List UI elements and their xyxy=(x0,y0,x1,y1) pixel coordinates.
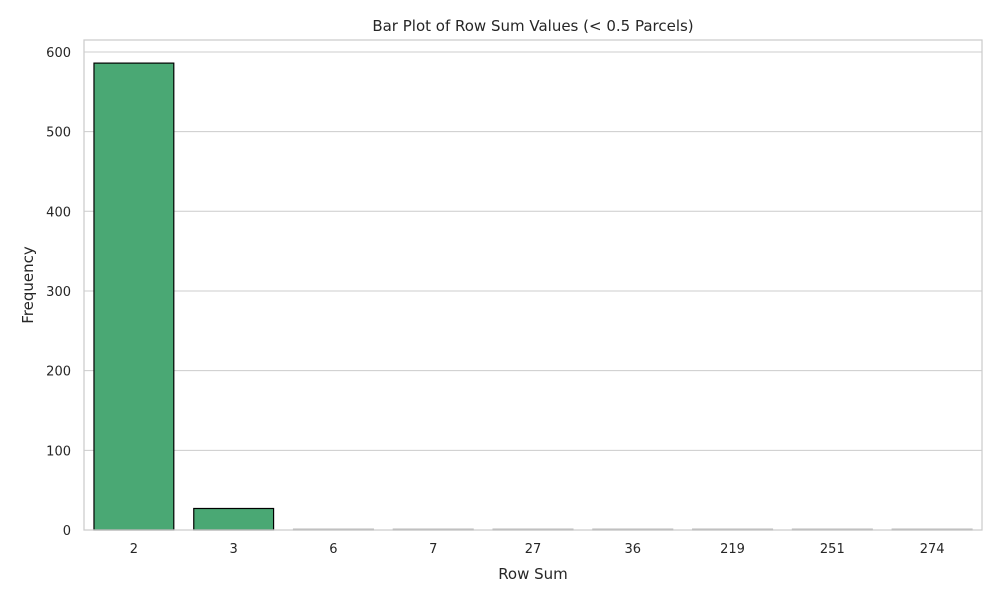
x-axis-label: Row Sum xyxy=(498,565,568,583)
x-tick-label: 219 xyxy=(720,542,745,557)
y-tick-labels: 0 100 200 300 400 500 600 xyxy=(46,46,71,539)
y-tick-label: 100 xyxy=(46,444,71,459)
x-tick-label: 274 xyxy=(920,542,945,557)
x-tick-label: 7 xyxy=(429,542,437,557)
y-axis-label: Frequency xyxy=(19,246,37,324)
y-tick-label: 300 xyxy=(46,285,71,300)
x-tick-label: 251 xyxy=(820,542,845,557)
y-tick-label: 200 xyxy=(46,365,71,380)
y-tick-label: 400 xyxy=(46,205,71,220)
grid-lines xyxy=(84,51,982,531)
x-tick-label: 3 xyxy=(230,542,238,557)
y-tick-label: 500 xyxy=(46,126,71,141)
y-tick-label: 600 xyxy=(46,46,71,61)
bar-3 xyxy=(193,507,275,531)
plot-frame xyxy=(83,39,983,531)
bars xyxy=(93,62,973,531)
x-tick-labels: 2 3 6 7 27 36 219 251 274 xyxy=(130,542,945,557)
x-tick-label: 36 xyxy=(625,542,642,557)
x-tick-label: 27 xyxy=(525,542,542,557)
y-tick-label: 0 xyxy=(63,524,71,539)
bar-2 xyxy=(93,62,175,531)
x-tick-label: 2 xyxy=(130,542,138,557)
x-tick-label: 6 xyxy=(329,542,337,557)
chart-title: Bar Plot of Row Sum Values (< 0.5 Parcel… xyxy=(372,17,693,35)
